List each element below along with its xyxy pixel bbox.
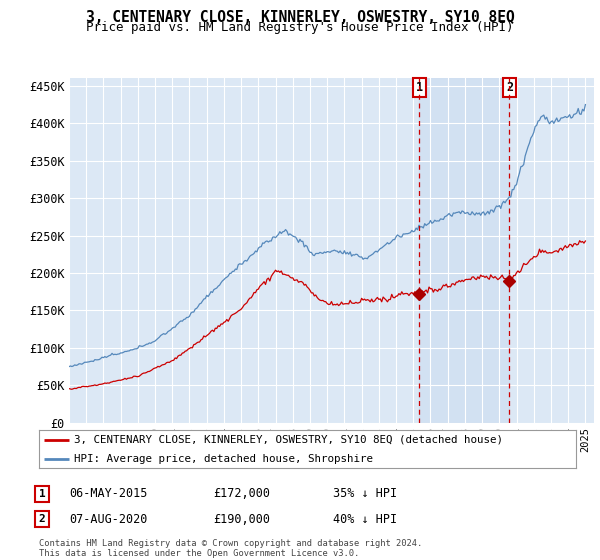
Text: 2: 2	[38, 514, 46, 524]
Text: 3, CENTENARY CLOSE, KINNERLEY, OSWESTRY, SY10 8EQ: 3, CENTENARY CLOSE, KINNERLEY, OSWESTRY,…	[86, 10, 514, 25]
Text: 06-MAY-2015: 06-MAY-2015	[69, 487, 148, 501]
Text: £172,000: £172,000	[213, 487, 270, 501]
Text: 2: 2	[506, 81, 513, 94]
Bar	[419, 78, 509, 423]
Text: 1: 1	[38, 489, 46, 499]
Text: 1: 1	[416, 81, 423, 94]
Text: 07-AUG-2020: 07-AUG-2020	[69, 512, 148, 526]
Text: 3, CENTENARY CLOSE, KINNERLEY, OSWESTRY, SY10 8EQ (detached house): 3, CENTENARY CLOSE, KINNERLEY, OSWESTRY,…	[74, 435, 503, 445]
Text: Price paid vs. HM Land Registry's House Price Index (HPI): Price paid vs. HM Land Registry's House …	[86, 21, 514, 34]
Text: Contains HM Land Registry data © Crown copyright and database right 2024.
This d: Contains HM Land Registry data © Crown c…	[39, 539, 422, 558]
Text: HPI: Average price, detached house, Shropshire: HPI: Average price, detached house, Shro…	[74, 454, 373, 464]
Text: 40% ↓ HPI: 40% ↓ HPI	[333, 512, 397, 526]
Text: 35% ↓ HPI: 35% ↓ HPI	[333, 487, 397, 501]
Text: £190,000: £190,000	[213, 512, 270, 526]
